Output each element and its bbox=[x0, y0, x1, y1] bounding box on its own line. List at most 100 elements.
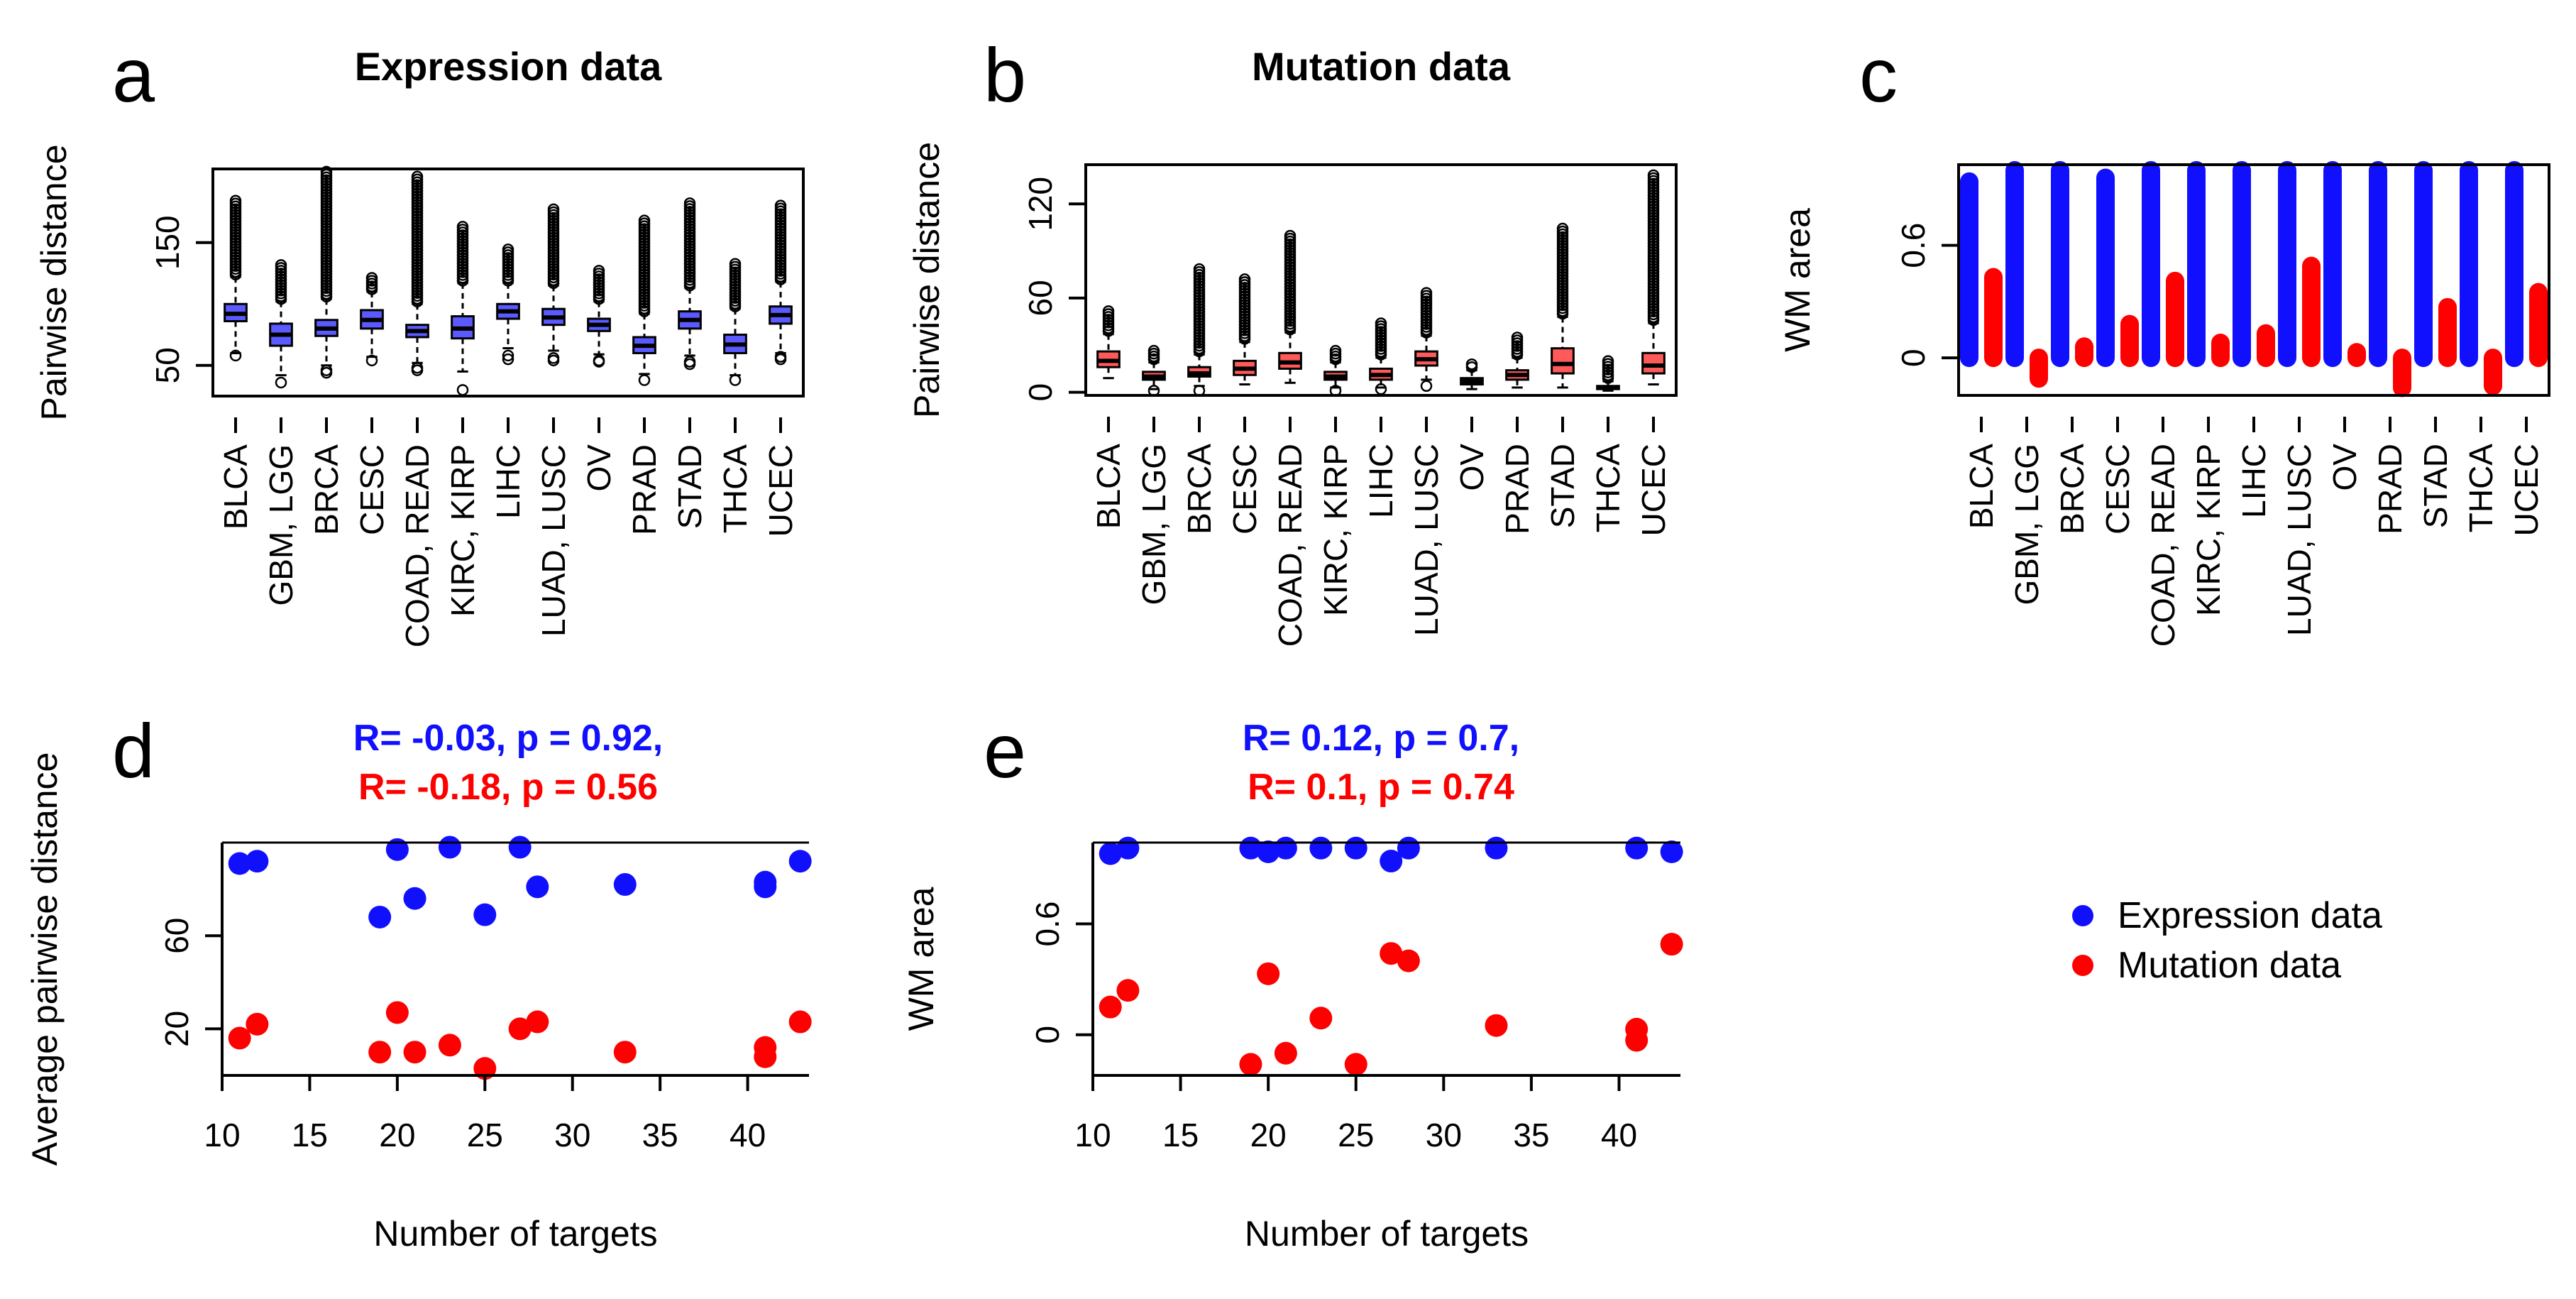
point-expression bbox=[246, 850, 269, 873]
panel-label-e: e bbox=[984, 708, 1026, 794]
stats-line-expression: R= 0.12, p = 0.7, bbox=[1243, 718, 1519, 759]
point-mutation bbox=[788, 1010, 812, 1034]
bar-mutation-brca bbox=[2075, 337, 2093, 368]
point-mutation bbox=[1116, 979, 1140, 1002]
outlier-point bbox=[320, 165, 333, 178]
point-expression bbox=[385, 838, 409, 861]
x-tick-label: LIHC bbox=[490, 444, 527, 519]
chart-title: Mutation data bbox=[1252, 44, 1511, 89]
box-brca bbox=[314, 165, 338, 379]
legend: Expression data Mutation data bbox=[2072, 891, 2441, 997]
outlier-point bbox=[229, 349, 242, 362]
x-tick-label: STAD bbox=[671, 444, 708, 529]
point-expression bbox=[1380, 850, 1403, 873]
point-expression bbox=[228, 852, 251, 875]
point-mutation bbox=[1309, 1007, 1333, 1030]
x-tick-label: GBM, LGG bbox=[1135, 444, 1172, 605]
x-tick-label: STAD bbox=[2417, 444, 2454, 528]
outlier-point bbox=[729, 258, 742, 270]
outlier-point bbox=[1465, 358, 1478, 371]
x-tick-label: LIHC bbox=[1363, 444, 1399, 518]
box-gbm-lgg bbox=[1142, 344, 1166, 397]
x-tick-label: 40 bbox=[1601, 1117, 1637, 1153]
point-mutation bbox=[1257, 962, 1280, 985]
x-tick-label: CESC bbox=[353, 444, 390, 535]
point-expression bbox=[526, 875, 549, 899]
point-expression bbox=[438, 835, 461, 859]
box-cesc bbox=[1233, 273, 1257, 386]
bar-expression-stad bbox=[2414, 160, 2433, 368]
point-mutation bbox=[1660, 933, 1683, 956]
bar-expression-thca bbox=[2460, 160, 2478, 368]
outlier-point bbox=[275, 259, 287, 271]
bar-mutation-ucec bbox=[2529, 283, 2548, 368]
outlier-point bbox=[502, 353, 514, 366]
outlier-point bbox=[638, 214, 651, 226]
point-mutation bbox=[438, 1034, 461, 1057]
outlier-point bbox=[229, 194, 242, 207]
outlier-point bbox=[1147, 344, 1160, 357]
point-expression bbox=[1485, 836, 1508, 860]
x-tick-label: CESC bbox=[1226, 444, 1263, 535]
x-tick-label: THCA bbox=[2462, 444, 2499, 533]
outlier-point bbox=[1511, 331, 1524, 344]
x-axis-label: Number of targets bbox=[1245, 1214, 1529, 1254]
outlier-point bbox=[1556, 222, 1569, 235]
bar-expression-kirc-kirp bbox=[2187, 160, 2206, 368]
x-tick-label: 15 bbox=[292, 1117, 328, 1153]
box-brca bbox=[1187, 263, 1211, 397]
outlier-point bbox=[1284, 229, 1297, 242]
x-tick-label: BLCA bbox=[1963, 444, 2000, 529]
box-ucec bbox=[769, 199, 793, 366]
outlier-point bbox=[411, 170, 424, 183]
bar-expression-cesc bbox=[2096, 168, 2115, 368]
x-tick-label: 10 bbox=[204, 1117, 240, 1153]
bar-mutation-luad-lusc bbox=[2302, 256, 2321, 368]
outlier-point bbox=[1102, 305, 1115, 317]
outlier-point bbox=[365, 354, 378, 367]
panel-label-d: d bbox=[112, 708, 155, 794]
y-axis-label: WM area bbox=[1778, 208, 1817, 352]
box-luad-lusc bbox=[1414, 287, 1438, 392]
x-tick-label: CESC bbox=[2099, 444, 2136, 535]
stats-line-expression: R= -0.03, p = 0.92, bbox=[353, 718, 663, 759]
outlier-point bbox=[1420, 287, 1433, 299]
bar-mutation-ov bbox=[2347, 343, 2366, 368]
x-tick-label: BRCA bbox=[308, 444, 345, 535]
outlier-point bbox=[456, 384, 469, 396]
box-coad-read bbox=[405, 170, 429, 376]
y-tick-label: 0.6 bbox=[1029, 901, 1066, 947]
bar-expression-lihc bbox=[2233, 160, 2251, 368]
stats-line-mutation: R= -0.18, p = 0.56 bbox=[358, 767, 658, 808]
outlier-point bbox=[1602, 355, 1614, 367]
y-tick-label: 0 bbox=[1029, 1026, 1066, 1044]
outlier-point bbox=[593, 265, 605, 277]
point-expression bbox=[1344, 836, 1367, 860]
box-prad bbox=[632, 214, 656, 386]
outlier-point bbox=[547, 354, 560, 367]
bar-mutation-lihc bbox=[2257, 324, 2275, 368]
point-mutation bbox=[754, 1045, 777, 1068]
point-mutation bbox=[1380, 942, 1403, 965]
y-tick-label: 60 bbox=[158, 918, 195, 954]
x-tick-label: COAD, READ bbox=[1272, 444, 1309, 647]
y-axis-label: WM area bbox=[901, 887, 941, 1031]
outlier-point bbox=[547, 203, 560, 216]
outlier-point bbox=[502, 243, 514, 256]
x-tick-label: BRCA bbox=[1181, 444, 1218, 535]
legend-item-mutation: Mutation data bbox=[2072, 941, 2441, 990]
outlier-point bbox=[1420, 380, 1433, 392]
x-tick-label: BLCA bbox=[217, 444, 254, 530]
box-cesc bbox=[360, 272, 384, 367]
x-tick-label: 35 bbox=[642, 1117, 678, 1153]
y-tick-label: 120 bbox=[1022, 177, 1059, 231]
chart-panel-e: e R= 0.12, p = 0.7, R= 0.1, p = 0.74 0 0.6 WM… bbox=[901, 708, 1683, 1254]
box-thca bbox=[723, 258, 747, 386]
x-tick-label: 40 bbox=[730, 1117, 766, 1153]
chart-panel-a: a Expression data 50 150 Pairwise distance BL… bbox=[34, 32, 805, 647]
outlier-point bbox=[593, 356, 605, 368]
outlier-point bbox=[1329, 344, 1342, 357]
x-tick-label: UCEC bbox=[2508, 444, 2545, 536]
panel-label-a: a bbox=[112, 32, 155, 118]
outlier-point bbox=[683, 358, 696, 371]
